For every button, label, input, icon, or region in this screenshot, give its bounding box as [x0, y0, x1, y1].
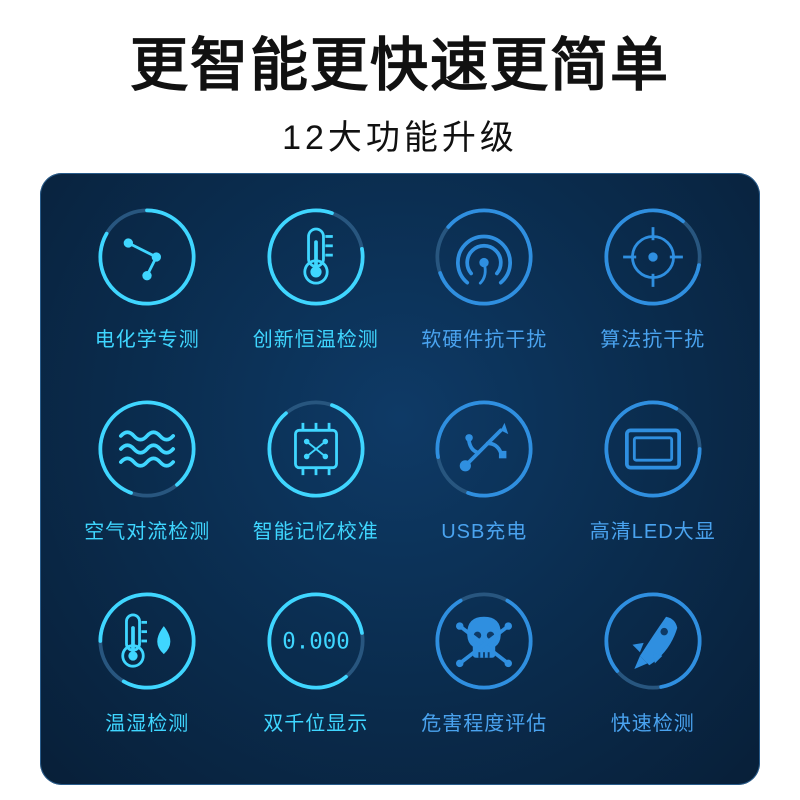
crosshair-icon: [597, 201, 709, 313]
feature-label: 高清LED大显: [590, 515, 716, 544]
feature-cell: 软硬件抗干扰: [405, 195, 564, 383]
waves-icon: [91, 393, 203, 505]
features-grid: 电化学专测 创新恒温检测 软硬件抗干扰 算法抗干扰空气对流检测 智能记忆校准 USB充电 高…: [68, 195, 732, 767]
feature-label: 快速检测: [611, 707, 695, 736]
molecule-icon: [91, 201, 203, 313]
usb-icon: [428, 393, 540, 505]
feature-cell: USB充电: [405, 387, 564, 575]
feature-label: 温湿检测: [105, 707, 189, 736]
feature-cell: 创新恒温检测: [237, 195, 396, 383]
chip-icon: [260, 393, 372, 505]
feature-label: 创新恒温检测: [253, 323, 379, 352]
thermometer-icon: [260, 201, 372, 313]
feature-label: 电化学专测: [95, 323, 200, 352]
feature-cell: 电化学专测: [68, 195, 227, 383]
subhead: 12大功能升级: [282, 110, 518, 159]
feature-cell: 0.000 双千位显示: [237, 579, 396, 767]
rocket-icon: [597, 585, 709, 697]
feature-cell: 温湿检测: [68, 579, 227, 767]
feature-cell: 算法抗干扰: [574, 195, 733, 383]
feature-cell: 智能记忆校准: [237, 387, 396, 575]
led-icon: [597, 393, 709, 505]
feature-label: 双千位显示: [263, 707, 368, 736]
signal-icon: [428, 201, 540, 313]
feature-label: USB充电: [441, 515, 527, 544]
svg-text:0.000: 0.000: [282, 628, 349, 654]
features-panel: 电化学专测 创新恒温检测 软硬件抗干扰 算法抗干扰空气对流检测 智能记忆校准 USB充电 高…: [40, 173, 760, 785]
feature-label: 智能记忆校准: [253, 515, 379, 544]
feature-cell: 高清LED大显: [574, 387, 733, 575]
temp-humid-icon: [91, 585, 203, 697]
headline: 更智能更快速更简单: [130, 18, 670, 102]
feature-label: 危害程度评估: [421, 707, 547, 736]
feature-cell: 危害程度评估: [405, 579, 564, 767]
feature-label: 算法抗干扰: [600, 323, 705, 352]
digits-icon: 0.000: [260, 585, 372, 697]
feature-cell: 空气对流检测: [68, 387, 227, 575]
feature-cell: 快速检测: [574, 579, 733, 767]
feature-label: 软硬件抗干扰: [421, 323, 547, 352]
skull-icon: [428, 585, 540, 697]
feature-label: 空气对流检测: [84, 515, 210, 544]
